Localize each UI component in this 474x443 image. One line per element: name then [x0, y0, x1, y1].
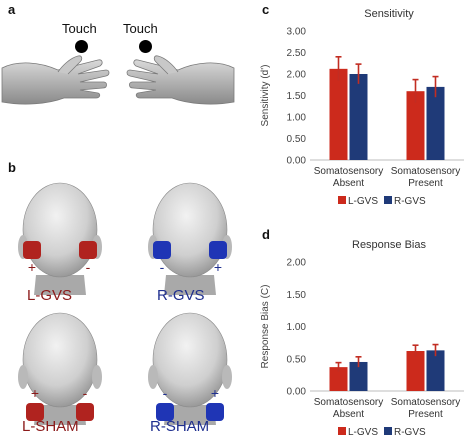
electrode-right: [209, 241, 227, 259]
panel-letter-d: d: [262, 227, 270, 242]
y-tick-label: 2.50: [287, 48, 307, 59]
x-tick-label: Absent: [333, 409, 364, 420]
y-tick-label: 1.00: [287, 322, 307, 333]
legend-swatch: [384, 427, 392, 435]
y-tick-label: 3.00: [287, 27, 307, 38]
y-axis-label: Response Bias (C): [260, 285, 271, 369]
neck-shape: [164, 405, 216, 425]
condition-label-l-sham: L-SHAM: [22, 418, 79, 435]
ear-left: [148, 365, 158, 389]
head-icon: [18, 182, 102, 295]
bar: [329, 68, 348, 160]
x-tick-label: Absent: [333, 178, 364, 189]
electrode-left: [23, 241, 41, 259]
x-tick-label: Somatosensory: [391, 397, 460, 408]
head-shape: [152, 182, 228, 278]
chart-title: Response Bias: [352, 239, 426, 251]
panel-letter-b: b: [8, 160, 16, 175]
touch-dot-right: [139, 40, 152, 53]
electrode-right: [76, 403, 94, 421]
electrode-sign-left: -: [160, 259, 165, 275]
right-hand-icon: [126, 55, 235, 105]
head-shape: [22, 312, 98, 408]
neck-shape: [34, 405, 86, 425]
head-icon: [148, 312, 232, 425]
electrode-sign-right: +: [214, 259, 222, 275]
neck-shape: [164, 275, 216, 295]
bar: [349, 361, 368, 391]
y-tick-label: 0.00: [287, 156, 307, 167]
y-tick-label: 2.00: [287, 258, 307, 269]
y-tick-label: 1.50: [287, 91, 307, 102]
x-tick-label: Somatosensory: [314, 166, 383, 177]
neck-shape: [34, 275, 86, 295]
bar: [426, 86, 445, 160]
legend-swatch: [384, 196, 392, 204]
electrode-right: [206, 403, 224, 421]
touch-label-right: Touch: [123, 21, 158, 36]
x-tick-label: Present: [408, 409, 443, 420]
bar: [426, 350, 445, 391]
electrode-sign-left: -: [163, 385, 168, 401]
legend-label: R-GVS: [394, 427, 426, 438]
y-tick-label: 2.00: [287, 70, 307, 81]
legend-label: L-GVS: [348, 427, 378, 438]
y-tick-label: 0.50: [287, 354, 307, 365]
head-shape: [22, 182, 98, 278]
electrode-left: [156, 403, 174, 421]
electrode-heads: + - - + + - - +: [18, 182, 232, 425]
response-bias-chart: Response Bias Response Bias (C) 0.00 0.50 1.…: [260, 239, 464, 438]
y-axis-label: Sensitivity (d'): [260, 65, 271, 127]
chart-title: Sensitivity: [364, 8, 414, 20]
head-shape: [152, 312, 228, 408]
touch-dot-left: [75, 40, 88, 53]
condition-label-r-sham: R-SHAM: [150, 418, 210, 435]
legend-label: R-GVS: [394, 196, 426, 207]
bar: [349, 74, 368, 160]
left-hand-icon: [1, 55, 110, 105]
y-tick-label: 1.00: [287, 113, 307, 124]
electrode-right: [79, 241, 97, 259]
electrode-sign-right: +: [211, 385, 219, 401]
panel-letter-a: a: [8, 2, 16, 17]
electrode-sign-left: +: [31, 385, 39, 401]
electrode-sign-right: -: [83, 385, 88, 401]
legend-label: L-GVS: [348, 196, 378, 207]
x-tick-label: Present: [408, 178, 443, 189]
condition-label-r-gvs: R-GVS: [157, 287, 205, 304]
head-icon: [18, 312, 102, 425]
bar: [406, 351, 425, 391]
y-tick-label: 0.50: [287, 134, 307, 145]
ear-left: [18, 365, 28, 389]
condition-label-l-gvs: L-GVS: [27, 287, 73, 304]
ear-right: [92, 365, 102, 389]
legend-swatch: [338, 427, 346, 435]
electrode-left: [26, 403, 44, 421]
electrode-sign-left: +: [28, 259, 36, 275]
sensitivity-chart: Sensitivity Sensitivity (d') 0.00 0.50 1.00 1…: [260, 8, 464, 207]
electrode-left: [153, 241, 171, 259]
panel-letter-c: c: [262, 2, 270, 17]
bar: [329, 367, 348, 391]
touch-label-left: Touch: [62, 21, 97, 36]
head-icon: [148, 182, 232, 295]
x-tick-label: Somatosensory: [314, 397, 383, 408]
y-tick-label: 0.00: [287, 387, 307, 398]
legend-swatch: [338, 196, 346, 204]
electrode-sign-right: -: [86, 259, 91, 275]
x-tick-label: Somatosensory: [391, 166, 460, 177]
bar: [406, 91, 425, 160]
ear-right: [222, 365, 232, 389]
y-tick-label: 1.50: [287, 290, 307, 301]
hands-illustration: [1, 55, 235, 105]
